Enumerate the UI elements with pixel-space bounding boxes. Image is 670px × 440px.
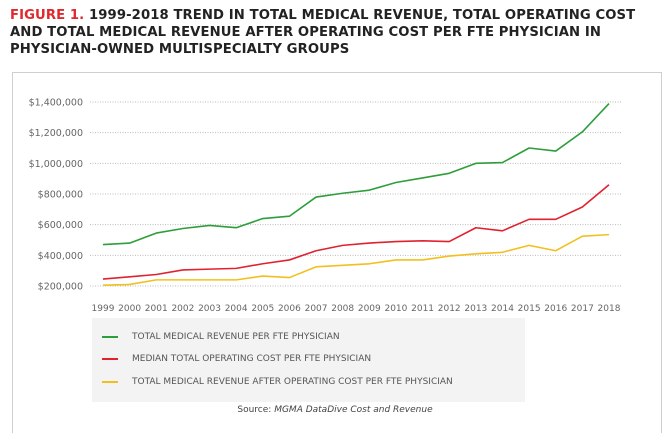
- x-tick-label: 2002: [171, 304, 194, 314]
- title-text: 1999-2018 TREND IN TOTAL MEDICAL REVENUE…: [10, 8, 636, 57]
- legend-item: MEDIAN TOTAL OPERATING COST PER FTE PHYS…: [102, 354, 371, 364]
- x-tick-label: 2013: [464, 304, 487, 314]
- figure-label: FIGURE 1.: [10, 8, 85, 23]
- series-line-2: [102, 184, 610, 280]
- legend: TOTAL MEDICAL REVENUE PER FTE PHYSICIAN …: [92, 318, 525, 402]
- x-tick-label: 2005: [251, 304, 274, 314]
- x-tick-label: 1999: [92, 304, 115, 314]
- legend-swatch: [102, 381, 118, 383]
- source-text: MGMA DataDive Cost and Revenue: [274, 405, 433, 415]
- x-tick-label: 2001: [145, 304, 168, 314]
- x-tick-label: 2016: [544, 304, 567, 314]
- x-tick-label: 2007: [305, 304, 328, 314]
- x-tick-label: 2009: [358, 304, 381, 314]
- legend-swatch: [102, 336, 118, 338]
- legend-swatch: [102, 358, 118, 360]
- x-tick-label: 2018: [598, 304, 621, 314]
- y-tick-label: $1,000,000: [29, 159, 83, 170]
- source-label: Source:: [237, 405, 275, 415]
- y-tick-label: $800,000: [38, 190, 83, 201]
- x-tick-label: 2010: [384, 304, 407, 314]
- series-line-1: [102, 102, 610, 246]
- legend-item: TOTAL MEDICAL REVENUE AFTER OPERATING CO…: [102, 377, 453, 387]
- source-note: Source: MGMA DataDive Cost and Revenue: [0, 405, 670, 415]
- x-tick-label: 2006: [278, 304, 301, 314]
- x-tick-label: 2004: [225, 304, 248, 314]
- legend-label: MEDIAN TOTAL OPERATING COST PER FTE PHYS…: [132, 354, 372, 364]
- y-tick-label: $600,000: [38, 220, 83, 231]
- x-tick-label: 2015: [518, 304, 541, 314]
- x-tick-label: 2014: [491, 304, 514, 314]
- y-tick-label: $1,400,000: [29, 98, 83, 109]
- chart-frame: [12, 72, 662, 433]
- legend-label: TOTAL MEDICAL REVENUE AFTER OPERATING CO…: [132, 377, 453, 387]
- legend-item: TOTAL MEDICAL REVENUE PER FTE PHYSICIAN: [102, 332, 340, 342]
- y-tick-label: $400,000: [38, 251, 83, 262]
- x-tick-label: 2000: [118, 304, 141, 314]
- x-tick-label: 2012: [438, 304, 461, 314]
- x-tick-label: 2011: [411, 304, 434, 314]
- chart-title: FIGURE 1. 1999-2018 TREND IN TOTAL MEDIC…: [10, 7, 650, 58]
- legend-label: TOTAL MEDICAL REVENUE PER FTE PHYSICIAN: [132, 332, 340, 342]
- series-line-3: [102, 233, 610, 287]
- y-tick-label: $1,200,000: [29, 128, 83, 139]
- x-tick-label: 2008: [331, 304, 354, 314]
- x-tick-label: 2003: [198, 304, 221, 314]
- x-tick-label: 2017: [571, 304, 594, 314]
- y-tick-label: $200,000: [38, 282, 83, 293]
